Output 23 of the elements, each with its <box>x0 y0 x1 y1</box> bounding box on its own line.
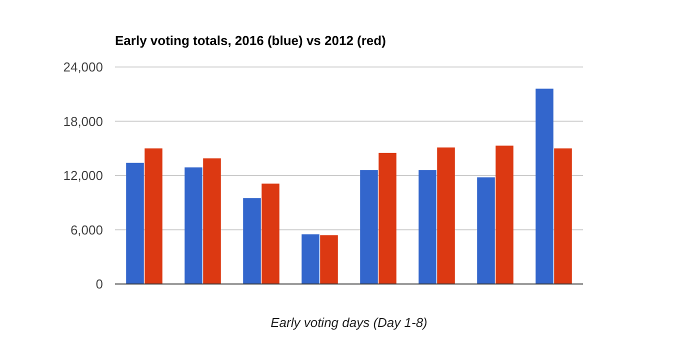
bar <box>262 184 280 284</box>
y-tick-label: 18,000 <box>63 114 103 129</box>
bar <box>477 177 495 284</box>
bar <box>437 147 455 284</box>
bar <box>243 198 261 284</box>
y-tick-label: 24,000 <box>63 60 103 75</box>
bar <box>126 162 144 284</box>
bar <box>302 234 320 284</box>
y-tick-label: 0 <box>96 276 103 292</box>
y-tick-label: 12,000 <box>63 168 103 184</box>
bar <box>536 88 554 284</box>
y-tick-label: 6,000 <box>70 222 103 238</box>
x-axis-title: Early voting days (Day 1-8) <box>270 315 428 330</box>
bar <box>360 170 378 284</box>
bar <box>144 148 162 284</box>
bar <box>378 152 396 284</box>
chart-title: Early voting totals, 2016 (blue) vs 2012 (red) <box>115 33 386 48</box>
bar <box>554 148 572 284</box>
bar <box>418 170 436 284</box>
bar <box>203 158 221 284</box>
bar <box>496 146 514 284</box>
bar <box>184 167 202 284</box>
bar <box>320 235 338 284</box>
